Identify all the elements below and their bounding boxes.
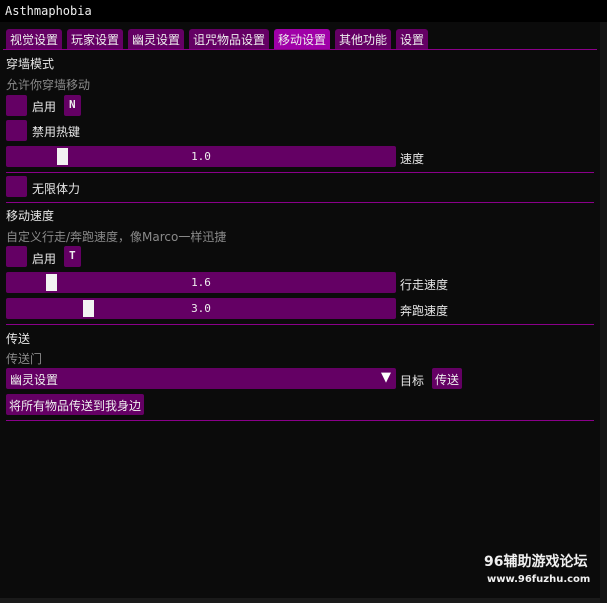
dropdown-value: 幽灵设置 bbox=[10, 373, 59, 387]
target-label: 目标 bbox=[400, 374, 425, 388]
movespeed-enable-label: 启用 bbox=[32, 252, 57, 266]
bring-all-items-button[interactable]: 将所有物品传送到我身边 bbox=[6, 394, 145, 415]
teleport-title: 传送 bbox=[6, 332, 31, 346]
divider bbox=[6, 172, 594, 173]
noclip-enable-label: 启用 bbox=[32, 100, 57, 114]
scrollbar[interactable] bbox=[600, 22, 607, 603]
run-speed-label: 奔跑速度 bbox=[400, 304, 449, 318]
slider-value: 1.0 bbox=[191, 150, 211, 163]
watermark-title: 96辅助游戏论坛 bbox=[484, 554, 588, 570]
disable-hotkey-label: 禁用热键 bbox=[32, 125, 81, 139]
slider-value: 1.6 bbox=[191, 276, 211, 289]
noclip-title: 穿墙模式 bbox=[6, 57, 55, 71]
tab-player[interactable]: 玩家设置 bbox=[67, 29, 124, 49]
disable-hotkey-checkbox[interactable] bbox=[6, 120, 27, 141]
teleport-button[interactable]: 传送 bbox=[432, 368, 463, 389]
teleport-desc: 传送门 bbox=[6, 352, 43, 366]
movespeed-desc: 自定义行走/奔跑速度，像Marco一样迅捷 bbox=[6, 230, 227, 244]
divider bbox=[6, 324, 594, 325]
noclip-enable-checkbox[interactable] bbox=[6, 95, 27, 116]
bottom-bar bbox=[0, 598, 600, 603]
tab-settings[interactable]: 设置 bbox=[396, 29, 429, 49]
tab-movement[interactable]: 移动设置 bbox=[274, 29, 331, 49]
slider-knob[interactable] bbox=[83, 300, 94, 317]
tab-visual[interactable]: 视觉设置 bbox=[6, 29, 63, 49]
noclip-speed-slider[interactable]: 1.0 bbox=[6, 146, 396, 167]
noclip-speed-label: 速度 bbox=[400, 152, 425, 166]
movespeed-title: 移动速度 bbox=[6, 209, 55, 223]
title-bar bbox=[0, 0, 607, 22]
movespeed-hotkey-button[interactable]: T bbox=[64, 246, 81, 267]
target-dropdown[interactable]: 幽灵设置 ▼ bbox=[6, 368, 396, 389]
tab-cursed-items[interactable]: 诅咒物品设置 bbox=[189, 29, 270, 49]
chevron-down-icon: ▼ bbox=[381, 370, 391, 385]
window-title: Asthmaphobia bbox=[5, 4, 92, 18]
walk-speed-label: 行走速度 bbox=[400, 278, 449, 292]
tab-ghost[interactable]: 幽灵设置 bbox=[128, 29, 185, 49]
tab-misc[interactable]: 其他功能 bbox=[335, 29, 392, 49]
walk-speed-slider[interactable]: 1.6 bbox=[6, 272, 396, 293]
noclip-desc: 允许你穿墙移动 bbox=[6, 78, 91, 92]
watermark-url: www.96fuzhu.com bbox=[487, 574, 591, 585]
slider-knob[interactable] bbox=[56, 148, 68, 165]
infinite-stamina-label: 无限体力 bbox=[32, 182, 81, 196]
infinite-stamina-checkbox[interactable] bbox=[6, 176, 27, 197]
divider bbox=[6, 202, 594, 203]
movespeed-enable-checkbox[interactable] bbox=[6, 246, 27, 267]
divider bbox=[6, 420, 594, 421]
noclip-hotkey-button[interactable]: N bbox=[64, 95, 81, 116]
run-speed-slider[interactable]: 3.0 bbox=[6, 298, 396, 319]
slider-knob[interactable] bbox=[45, 274, 57, 291]
tab-divider bbox=[3, 49, 597, 50]
slider-value: 3.0 bbox=[191, 302, 211, 315]
